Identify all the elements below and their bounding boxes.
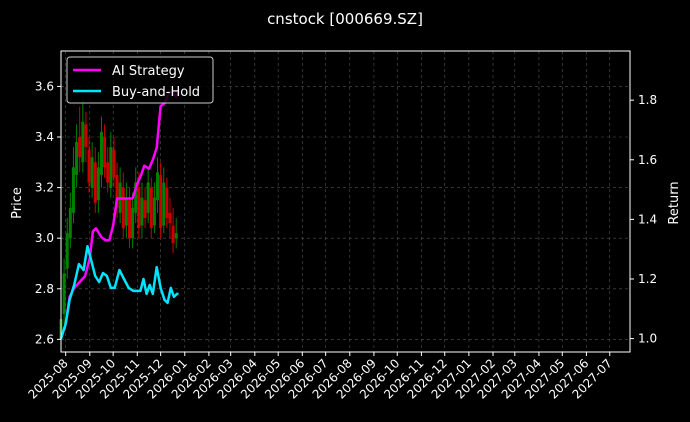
candle-body-33 <box>162 182 166 226</box>
candle-body-9 <box>87 149 91 183</box>
candle-body-37 <box>174 233 178 239</box>
candle-body-2 <box>65 233 69 269</box>
candle-body-11 <box>93 162 97 203</box>
y2-tick-label-4: 1.8 <box>638 93 657 107</box>
y-tick-label-0: 2.6 <box>35 332 54 346</box>
y2-axis-label: Return <box>667 181 682 224</box>
y2-tick-label-2: 1.4 <box>638 212 657 226</box>
candle-body-28 <box>146 182 150 213</box>
candle-body-7 <box>81 121 85 163</box>
candle-body-35 <box>168 212 172 223</box>
y-axis-left: 2.6 2.8 3.0 3.2 3.4 3.6 <box>35 79 61 346</box>
candle-body-30 <box>152 197 156 226</box>
return-series <box>59 89 180 339</box>
y2-tick-label-1: 1.2 <box>638 272 657 286</box>
y2-tick-label-0: 1.0 <box>638 332 657 346</box>
buy-and-hold-line <box>59 244 179 339</box>
y-axis-right: 1.0 1.2 1.4 1.6 1.8 <box>630 93 657 346</box>
legend-box <box>66 56 214 104</box>
plot-frame <box>60 50 631 353</box>
candle-body-24 <box>134 182 138 213</box>
candle-body-4 <box>71 167 75 213</box>
candle-body-31 <box>156 172 160 201</box>
candle-body-5 <box>75 142 79 175</box>
candle-body-29 <box>149 187 153 229</box>
candle-body-36 <box>171 225 175 244</box>
legend-label-buy-and-hold: Buy-and-Hold <box>112 85 200 100</box>
candle-body-3 <box>68 207 72 239</box>
ai-strategy-line <box>59 89 180 339</box>
candle-body-14 <box>103 137 107 168</box>
y-tick-label-2: 3.0 <box>35 231 54 245</box>
y-tick-label-4: 3.4 <box>35 130 54 144</box>
candle-body-27 <box>143 200 147 218</box>
candle-body-1 <box>62 273 66 315</box>
candle-body-21 <box>124 197 128 226</box>
candle-body-20 <box>121 187 125 229</box>
candle-body-6 <box>78 137 82 158</box>
legend-label-ai-strategy: AI Strategy <box>112 64 185 79</box>
candle-body-18 <box>115 174 119 208</box>
candle-body-10 <box>90 157 94 188</box>
candle-body-16 <box>109 147 113 188</box>
candle-body-25 <box>137 187 141 229</box>
candle-body-12 <box>96 167 100 201</box>
y-axis-label: Price <box>10 187 25 219</box>
price-candles <box>59 99 178 345</box>
y-tick-label-5: 3.6 <box>35 79 54 93</box>
candle-body-34 <box>165 187 169 218</box>
y-tick-label-3: 3.2 <box>35 181 54 195</box>
candle-body-13 <box>99 131 103 175</box>
chart-title: cnstock [000669.SZ] <box>267 10 423 28</box>
candle-body-23 <box>131 207 135 239</box>
candle-body-22 <box>127 200 131 239</box>
legend: AI Strategy Buy-and-Hold <box>66 56 214 104</box>
y2-tick-label-3: 1.6 <box>638 153 657 167</box>
candle-body-17 <box>112 149 116 178</box>
candle-body-15 <box>106 162 110 183</box>
y-tick-label-1: 2.8 <box>35 282 54 296</box>
candle-body-8 <box>84 124 88 148</box>
candle-body-26 <box>140 197 144 226</box>
candle-body-32 <box>159 174 163 229</box>
